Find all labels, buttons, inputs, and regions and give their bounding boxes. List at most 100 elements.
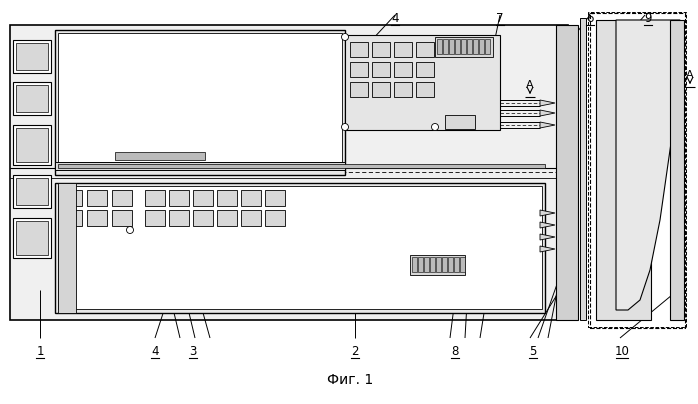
Bar <box>437 39 442 54</box>
Polygon shape <box>540 210 555 216</box>
Bar <box>145 210 165 226</box>
Polygon shape <box>540 222 555 228</box>
Bar <box>241 190 261 206</box>
Bar <box>145 190 165 206</box>
Bar <box>13 82 51 115</box>
Bar <box>473 39 478 54</box>
Text: 5: 5 <box>529 345 537 358</box>
Bar <box>588 12 686 327</box>
Text: Фиг. 1: Фиг. 1 <box>327 373 373 387</box>
Bar <box>112 210 132 226</box>
Polygon shape <box>540 234 555 240</box>
Bar <box>394 82 412 97</box>
Bar <box>169 190 189 206</box>
Circle shape <box>341 34 348 40</box>
Bar <box>416 62 434 77</box>
Bar <box>445 115 475 129</box>
Bar <box>442 257 447 272</box>
Bar <box>596 20 651 320</box>
Text: 9: 9 <box>644 12 652 25</box>
Bar <box>241 210 261 226</box>
Bar <box>430 257 435 272</box>
Bar <box>10 25 568 320</box>
Bar <box>58 164 545 168</box>
Bar <box>112 190 132 206</box>
Bar <box>372 62 390 77</box>
Text: 3: 3 <box>189 345 197 358</box>
Bar <box>13 175 51 208</box>
Bar <box>424 257 429 272</box>
Bar <box>350 82 368 97</box>
Circle shape <box>341 124 348 130</box>
Bar <box>58 186 542 309</box>
Text: 8: 8 <box>452 345 459 358</box>
Bar <box>410 255 465 275</box>
Bar <box>350 62 368 77</box>
Bar <box>449 39 454 54</box>
Bar <box>350 42 368 57</box>
Bar <box>62 210 82 226</box>
Bar <box>418 257 423 272</box>
Bar <box>13 218 51 258</box>
Bar <box>13 40 51 73</box>
Bar <box>416 42 434 57</box>
Bar <box>590 13 685 328</box>
Text: 7: 7 <box>496 12 504 25</box>
Bar <box>16 128 48 162</box>
Bar <box>13 125 51 165</box>
Polygon shape <box>540 246 555 252</box>
Bar <box>460 257 465 272</box>
Bar <box>345 35 500 130</box>
Bar <box>16 221 48 255</box>
Text: 6: 6 <box>586 12 594 25</box>
Bar <box>580 18 586 320</box>
Bar <box>265 210 285 226</box>
Polygon shape <box>540 122 555 128</box>
Bar <box>217 190 237 206</box>
Bar <box>455 39 460 54</box>
Text: 1: 1 <box>36 345 44 358</box>
Bar <box>485 39 490 54</box>
Bar <box>55 162 345 170</box>
Bar <box>169 210 189 226</box>
Bar <box>115 152 205 160</box>
Bar <box>193 190 213 206</box>
Bar <box>16 43 48 70</box>
Bar <box>372 42 390 57</box>
Polygon shape <box>616 20 680 310</box>
Bar <box>58 33 342 163</box>
Circle shape <box>431 124 438 130</box>
Bar <box>394 42 412 57</box>
Bar <box>394 62 412 77</box>
Bar <box>436 257 441 272</box>
Bar <box>443 39 448 54</box>
Bar <box>479 39 484 54</box>
Bar <box>556 25 578 320</box>
Text: A: A <box>686 70 694 80</box>
Bar <box>454 257 459 272</box>
Bar <box>16 85 48 112</box>
Bar <box>193 210 213 226</box>
Bar <box>58 183 76 313</box>
Text: 4: 4 <box>392 12 399 25</box>
Text: 4: 4 <box>151 345 158 358</box>
Text: 10: 10 <box>614 345 630 358</box>
Bar <box>87 210 107 226</box>
Bar <box>416 82 434 97</box>
Bar <box>87 190 107 206</box>
Bar <box>217 210 237 226</box>
Bar <box>55 183 545 313</box>
Circle shape <box>126 227 133 234</box>
Polygon shape <box>540 100 555 106</box>
Bar <box>448 257 453 272</box>
Bar <box>62 190 82 206</box>
Bar <box>265 190 285 206</box>
Bar <box>372 82 390 97</box>
Bar <box>435 37 493 57</box>
Bar <box>16 178 48 205</box>
Bar <box>461 39 466 54</box>
Bar <box>670 20 684 320</box>
Text: 2: 2 <box>351 345 359 358</box>
Text: A: A <box>526 80 534 90</box>
Polygon shape <box>540 110 555 116</box>
